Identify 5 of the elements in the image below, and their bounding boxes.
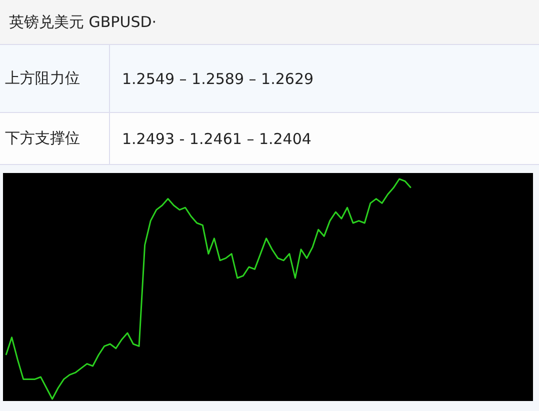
text: 1.2493 - 1.2461 – 1.2404 xyxy=(121,128,312,150)
text: 下方支撑位 xyxy=(0,113,110,164)
text: 1.2549 – 1.2589 – 1.2629 xyxy=(121,68,314,90)
text: 上方阻力位 xyxy=(0,45,110,112)
chart-title: 英镑兑美元 GBPUSD· xyxy=(0,0,539,45)
